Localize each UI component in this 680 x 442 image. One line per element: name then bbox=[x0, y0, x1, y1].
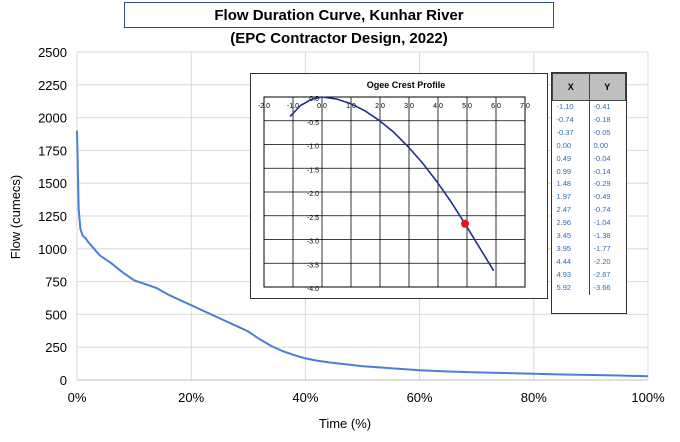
table-cell-y: -0.74 bbox=[593, 205, 611, 215]
chart-subtitle: (EPC Contractor Design, 2022) bbox=[230, 30, 448, 47]
y-tick-label: 500 bbox=[45, 307, 67, 322]
table-cell-x: 0.49 bbox=[552, 152, 590, 166]
inset-x-tick-label: 5.0 bbox=[462, 103, 472, 110]
table-row: 3.95 -1.77 bbox=[552, 242, 626, 256]
table-cell-x: 1.48 bbox=[552, 178, 590, 192]
inset-x-tick-label: 4.0 bbox=[433, 103, 443, 110]
table-row: 4.44 -2.20 bbox=[552, 255, 626, 269]
table-cell-y: -1.77 bbox=[593, 243, 611, 253]
inset-y-tick-label: -1.5 bbox=[307, 167, 319, 174]
inset-y-tick-label: -1.0 bbox=[307, 144, 319, 151]
table-row: 1.48 -0.29 bbox=[552, 178, 626, 192]
table-cell-x: 5.92 bbox=[552, 281, 590, 295]
table-cell-x: 2.47 bbox=[552, 204, 590, 218]
table-cell-x: 4.93 bbox=[552, 268, 590, 282]
table-cell-x: 4.44 bbox=[552, 255, 590, 269]
inset-x-tick-label: 7.0 bbox=[520, 103, 530, 110]
table-cell-y: -0.29 bbox=[593, 179, 611, 189]
table-cell-x: 3.95 bbox=[552, 242, 590, 256]
y-tick-label: 2500 bbox=[38, 45, 67, 60]
table-row: 4.93 -2.67 bbox=[552, 268, 626, 282]
inset-y-tick-label: -2.0 bbox=[307, 191, 319, 198]
inset-x-tick-label: 0.0 bbox=[317, 103, 327, 110]
table-row: -0.74 -0.18 bbox=[552, 113, 626, 127]
table-cell-x: 2.96 bbox=[552, 217, 590, 231]
y-tick-label: 1000 bbox=[38, 242, 67, 257]
xy-data-table: X Y -1.10 -0.41 -0.74 -0.18 -0.37 -0.05 0.00 0.… bbox=[551, 72, 627, 314]
table-cell-y: -0.49 bbox=[593, 192, 611, 202]
y-tick-label: 0 bbox=[60, 373, 67, 388]
x-tick-label: 20% bbox=[178, 390, 204, 405]
table-row: 1.97 -0.49 bbox=[552, 191, 626, 205]
table-cell-y: -2.67 bbox=[593, 269, 611, 279]
table-cell-y: -1.04 bbox=[593, 218, 611, 228]
table-cell-x: -1.10 bbox=[552, 100, 590, 114]
table-cell-y: 0.00 bbox=[593, 140, 609, 150]
y-axis-label: Flow (cumecs) bbox=[8, 175, 23, 260]
table-cell-y: -3.66 bbox=[593, 282, 611, 292]
chart-title: Flow Duration Curve, Kunhar River bbox=[214, 6, 464, 24]
table-row: -0.37 -0.05 bbox=[552, 126, 626, 140]
table-cell-x: 1.97 bbox=[552, 191, 590, 205]
x-tick-label: 100% bbox=[631, 390, 665, 405]
inset-title: Ogee Crest Profile bbox=[367, 80, 446, 90]
y-tick-label: 2000 bbox=[38, 111, 67, 126]
inset-x-tick-label: 1.0 bbox=[346, 103, 356, 110]
y-tick-label: 750 bbox=[45, 275, 67, 290]
x-tick-label: 40% bbox=[292, 390, 318, 405]
x-tick-label: 60% bbox=[407, 390, 433, 405]
table-cell-x: 0.99 bbox=[552, 165, 590, 179]
table-cell-y: -0.18 bbox=[593, 114, 611, 124]
table-cell-y: -0.04 bbox=[593, 153, 611, 163]
ogee-profile-line bbox=[289, 96, 495, 272]
table-cell-x: -0.37 bbox=[552, 126, 590, 140]
inset-y-tick-label: -3.5 bbox=[307, 262, 319, 269]
inset-x-tick-label: 2.0 bbox=[375, 103, 385, 110]
x-tick-label: 80% bbox=[521, 390, 547, 405]
table-row: -1.10 -0.41 bbox=[552, 100, 626, 114]
table-cell-y: -0.41 bbox=[593, 102, 611, 111]
table-row: 0.99 -0.14 bbox=[552, 165, 626, 179]
inset-x-tick-label: -1.0 bbox=[287, 103, 299, 110]
table-cell-x: 0.00 bbox=[552, 139, 590, 153]
table-row: 0.49 -0.04 bbox=[552, 152, 626, 166]
table-cell-y: -1.38 bbox=[593, 231, 611, 241]
x-axis-label: Time (%) bbox=[319, 416, 371, 431]
y-tick-label: 1500 bbox=[38, 176, 67, 191]
inset-y-tick-label: -0.5 bbox=[307, 120, 319, 127]
flow-duration-series-line bbox=[76, 130, 649, 378]
table-row: 2.96 -1.04 bbox=[552, 217, 626, 231]
table-row: 5.92 -3.66 bbox=[552, 281, 626, 295]
ogee-crest-inset-chart: Ogee Crest Profile -2.0 -1.0 0.0 1.0 2.0 3.0 4… bbox=[250, 73, 548, 299]
y-tick-label: 2250 bbox=[38, 78, 67, 93]
y-tick-label: 250 bbox=[45, 340, 67, 355]
y-tick-label: 1750 bbox=[38, 143, 67, 158]
inset-y-tick-label: -4.0 bbox=[307, 286, 319, 293]
ogee-highlight-point bbox=[461, 219, 469, 228]
table-row: 2.47 -0.74 bbox=[552, 204, 626, 218]
x-tick-label: 0% bbox=[68, 390, 87, 405]
table-cell-x: 3.45 bbox=[552, 230, 590, 243]
inset-x-tick-label: 3.0 bbox=[404, 103, 414, 110]
inset-x-tick-label: 6.0 bbox=[491, 103, 501, 110]
table-cell-y: -0.14 bbox=[593, 166, 611, 176]
inset-x-tick-label: -2.0 bbox=[258, 103, 270, 110]
y-tick-label: 1250 bbox=[38, 209, 67, 224]
table-header-y: Y bbox=[588, 73, 626, 101]
chart-title-box: Flow Duration Curve, Kunhar River bbox=[124, 2, 554, 28]
inset-y-tick-label: -2.5 bbox=[307, 215, 319, 222]
table-row: 0.00 0.00 bbox=[552, 139, 626, 153]
table-cell-y: -2.20 bbox=[593, 256, 611, 266]
inset-y-tick-label: -3.0 bbox=[307, 239, 319, 246]
table-row: 3.45 -1.38 bbox=[552, 230, 626, 243]
table-cell-x: -0.74 bbox=[552, 113, 590, 127]
table-header-x: X bbox=[552, 73, 590, 101]
table-cell-y: -0.05 bbox=[593, 127, 611, 137]
